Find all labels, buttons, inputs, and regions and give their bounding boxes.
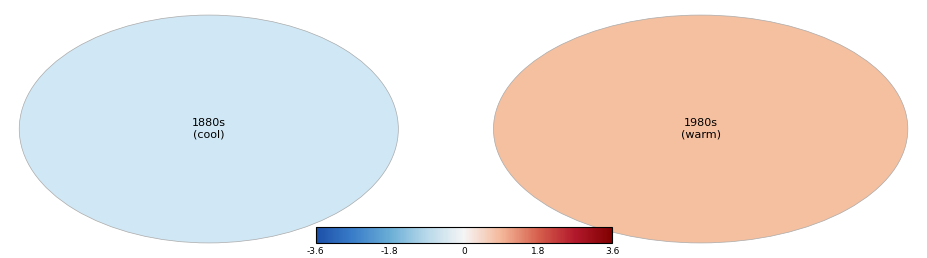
Text: 1980s
(warm): 1980s (warm): [679, 118, 720, 140]
Text: 1880s
(cool): 1880s (cool): [192, 118, 225, 140]
Ellipse shape: [19, 15, 398, 243]
Ellipse shape: [493, 15, 907, 243]
